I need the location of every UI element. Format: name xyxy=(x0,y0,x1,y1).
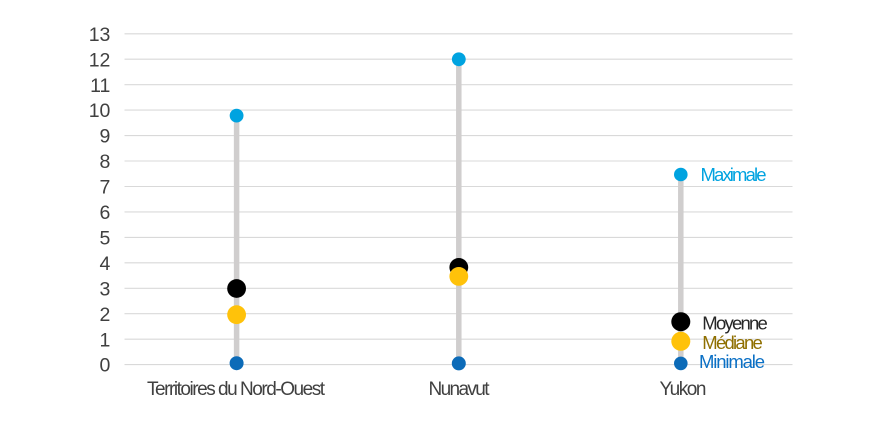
svg-text:Yukon: Yukon xyxy=(660,379,707,400)
svg-text:5: 5 xyxy=(100,228,111,250)
svg-text:7: 7 xyxy=(100,177,111,199)
svg-text:Maximale: Maximale xyxy=(701,164,767,185)
svg-text:6: 6 xyxy=(100,202,111,224)
svg-text:4: 4 xyxy=(100,253,111,275)
svg-text:Minimale: Minimale xyxy=(699,351,765,372)
svg-text:0: 0 xyxy=(100,355,111,377)
svg-text:Territoires du Nord-Ouest: Territoires du Nord-Ouest xyxy=(147,379,326,400)
svg-text:Nunavut: Nunavut xyxy=(429,379,491,400)
svg-text:11: 11 xyxy=(90,75,110,97)
svg-text:9: 9 xyxy=(100,126,111,148)
svg-text:2: 2 xyxy=(100,304,111,326)
svg-text:8: 8 xyxy=(100,151,111,173)
svg-text:1: 1 xyxy=(100,329,111,351)
svg-text:Moyenne: Moyenne xyxy=(702,312,768,333)
svg-text:10: 10 xyxy=(89,100,111,122)
svg-text:Médiane: Médiane xyxy=(702,332,763,353)
svg-text:3: 3 xyxy=(100,278,111,300)
svg-text:12: 12 xyxy=(89,49,111,71)
svg-text:13: 13 xyxy=(89,24,111,46)
